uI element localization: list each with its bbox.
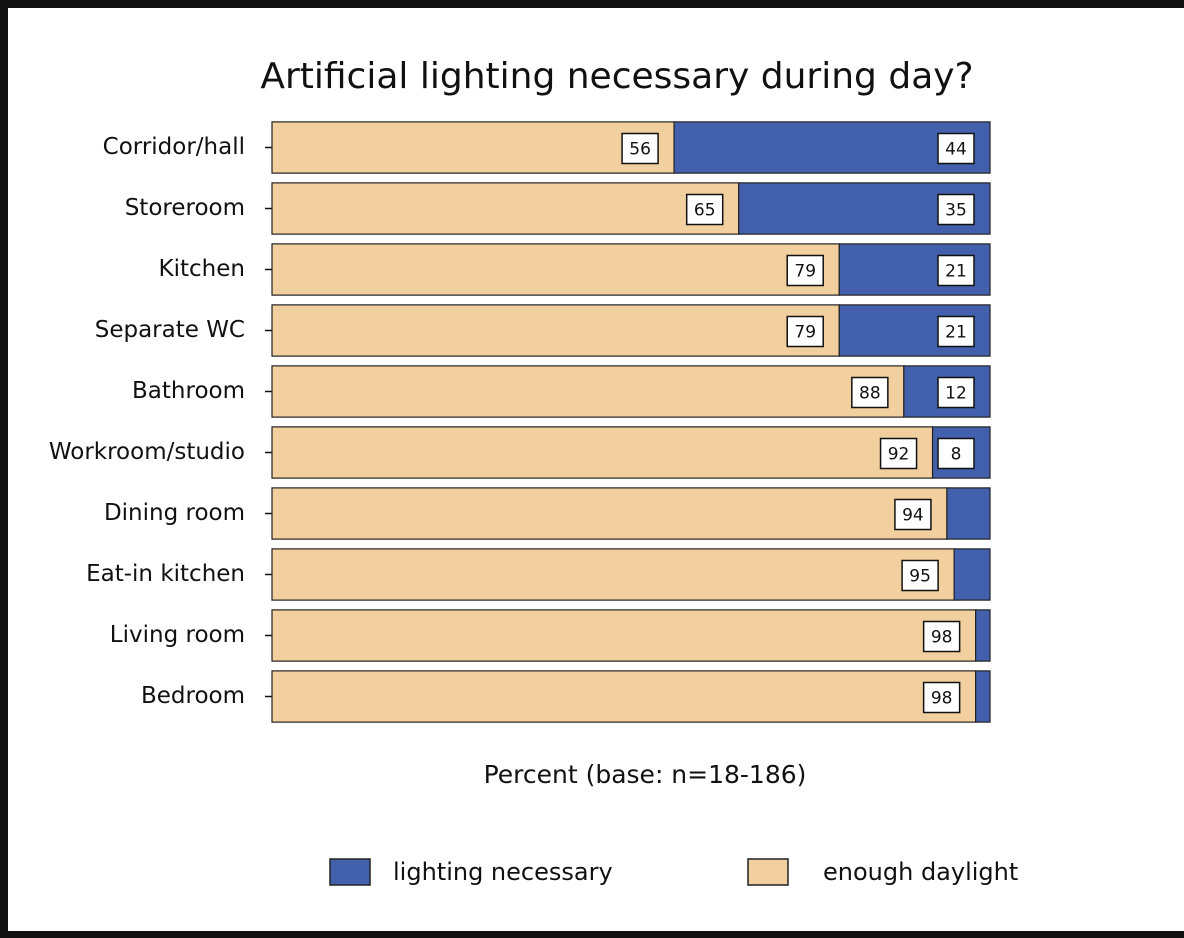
legend-swatch bbox=[329, 858, 371, 886]
data-label: 98 bbox=[931, 628, 953, 648]
data-label: 12 bbox=[945, 384, 967, 404]
bar-segment bbox=[271, 243, 840, 296]
data-label: 35 bbox=[945, 201, 967, 221]
bar-segment bbox=[271, 609, 977, 662]
label-box bbox=[901, 559, 939, 592]
data-label: 98 bbox=[931, 689, 953, 709]
data-label: 94 bbox=[902, 506, 924, 526]
y-tick-label: Kitchen bbox=[159, 256, 245, 282]
chart-title: Artificial lighting necessary during day… bbox=[260, 56, 973, 97]
label-box bbox=[851, 376, 889, 409]
label-box bbox=[937, 132, 975, 165]
label-box bbox=[786, 315, 824, 348]
data-label: 92 bbox=[888, 445, 910, 465]
label-box bbox=[937, 193, 975, 226]
label-box bbox=[922, 681, 961, 714]
bar-segment bbox=[271, 365, 905, 418]
y-tick-label: Eat-in kitchen bbox=[86, 561, 245, 587]
data-label: 65 bbox=[694, 201, 716, 221]
data-label: 8 bbox=[951, 445, 962, 465]
bar-segment bbox=[271, 548, 955, 601]
bar-segment bbox=[975, 670, 991, 723]
y-tick-label: Dining room bbox=[104, 500, 245, 526]
bar-segment bbox=[946, 487, 991, 540]
y-tick-label: Corridor/hall bbox=[103, 134, 245, 160]
label-box bbox=[894, 498, 932, 531]
bar-segment bbox=[271, 121, 675, 174]
data-label: 95 bbox=[909, 567, 931, 587]
y-tick-label: Workroom/studio bbox=[49, 439, 245, 465]
legend-label: enough daylight bbox=[823, 858, 1018, 886]
bar-segment bbox=[975, 609, 991, 662]
bar-segment bbox=[271, 182, 740, 235]
data-label: 44 bbox=[945, 140, 967, 160]
data-label: 79 bbox=[794, 262, 816, 282]
bar-segment bbox=[271, 426, 934, 479]
label-box bbox=[685, 193, 724, 226]
label-box bbox=[621, 132, 659, 165]
legend-swatch bbox=[747, 858, 789, 886]
data-label: 56 bbox=[629, 140, 651, 160]
label-box bbox=[937, 254, 975, 287]
y-tick-label: Living room bbox=[110, 622, 245, 648]
y-tick-label: Storeroom bbox=[125, 195, 245, 221]
label-box bbox=[937, 315, 975, 348]
y-tick-label: Bedroom bbox=[141, 683, 245, 709]
label-box bbox=[922, 620, 961, 653]
data-label: 21 bbox=[945, 323, 967, 343]
label-box bbox=[879, 437, 918, 470]
data-label: 21 bbox=[945, 262, 967, 282]
bar-segment bbox=[271, 487, 948, 540]
label-box bbox=[937, 376, 975, 409]
bar-segment bbox=[953, 548, 991, 601]
y-tick-label: Separate WC bbox=[95, 317, 245, 343]
label-box bbox=[937, 437, 975, 470]
data-label: 88 bbox=[859, 384, 881, 404]
bar-segment bbox=[271, 670, 977, 723]
data-label: 79 bbox=[794, 323, 816, 343]
bar-segment bbox=[271, 304, 840, 357]
legend-label: lighting necessary bbox=[393, 858, 613, 886]
y-tick-label: Bathroom bbox=[132, 378, 245, 404]
x-axis-label: Percent (base: n=18-186) bbox=[484, 760, 807, 789]
label-box bbox=[786, 254, 824, 287]
